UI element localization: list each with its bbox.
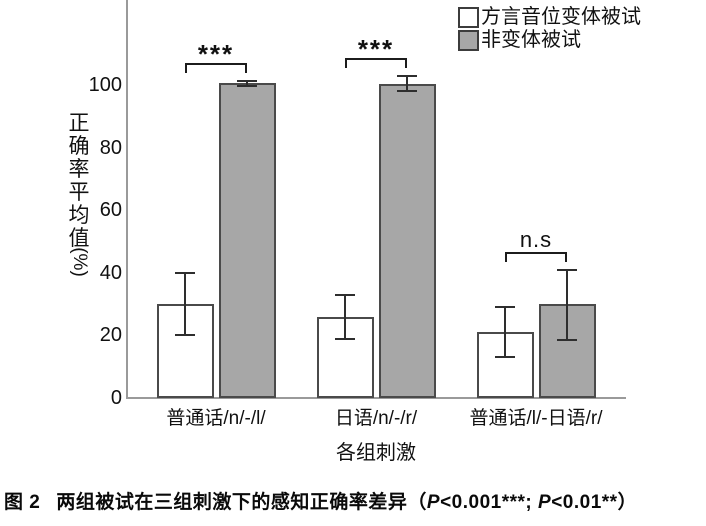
legend-label: 非变体被试 bbox=[481, 29, 581, 51]
legend-item: 方言音位变体被试 bbox=[458, 6, 641, 28]
error-bar-cap bbox=[237, 79, 257, 82]
significance-label: n.s bbox=[519, 226, 553, 252]
figure-caption: 图 2 两组被试在三组刺激下的感知正确率差异（P<0.001***; P<0.01… bbox=[4, 487, 704, 514]
x-category-label: 普通话/n/-/l/ bbox=[166, 408, 266, 429]
bar-nonvariant-group1 bbox=[218, 83, 276, 398]
error-bar-cap bbox=[557, 339, 577, 342]
error-bar-line bbox=[184, 272, 186, 336]
y-axis-title-char: 均 bbox=[68, 204, 90, 227]
x-category-label: 普通话/l/-日语/r/ bbox=[469, 408, 603, 429]
legend-item: 非变体被试 bbox=[458, 29, 641, 51]
x-axis-title: 各组刺激 bbox=[336, 442, 416, 464]
error-bar-cap bbox=[335, 337, 355, 340]
caption-p2-value: <0.01** bbox=[551, 492, 618, 513]
legend: 方言音位变体被试 非变体被试 bbox=[458, 6, 641, 52]
significance-bracket-tick bbox=[405, 57, 407, 68]
y-tick-label: 100 bbox=[88, 74, 122, 96]
caption-paren-open: （ bbox=[407, 492, 427, 513]
y-tick-label: 80 bbox=[99, 136, 122, 159]
error-bar-cap bbox=[335, 293, 355, 296]
bar-nonvariant-group2 bbox=[378, 84, 436, 398]
significance-label: *** bbox=[357, 33, 395, 64]
significance-bracket bbox=[185, 62, 247, 65]
significance-bracket-tick bbox=[245, 62, 247, 73]
significance-bracket-tick bbox=[185, 62, 187, 73]
error-bar-cap bbox=[397, 74, 417, 77]
significance-bracket bbox=[345, 57, 407, 60]
caption-p1-value: <0.001***; bbox=[440, 492, 539, 513]
legend-swatch-variant bbox=[458, 6, 479, 28]
error-bar-cap bbox=[397, 90, 417, 93]
chart-area: 正确率平均值 (%) 0 20 40 60 80 100 *** *** n.s 普通话/n/-… bbox=[64, 0, 641, 464]
y-axis-title-char: 值 bbox=[68, 227, 90, 250]
error-bar-line bbox=[246, 80, 248, 86]
y-tick-label: 40 bbox=[99, 261, 122, 284]
y-axis-line bbox=[126, 0, 128, 399]
y-axis-title: 正确率平均值 (%) bbox=[64, 112, 94, 297]
x-category-label: 日语/n/-/r/ bbox=[334, 408, 418, 429]
significance-bracket-tick bbox=[565, 251, 567, 262]
legend-label: 方言音位变体被试 bbox=[481, 6, 641, 28]
y-axis-title-char: 确 bbox=[68, 135, 90, 158]
y-tick-label: 0 bbox=[110, 387, 122, 409]
error-bar-cap bbox=[495, 306, 515, 309]
legend-swatch-nonvariant bbox=[458, 29, 479, 51]
error-bar-cap bbox=[495, 356, 515, 359]
y-tick-label: 60 bbox=[99, 199, 122, 222]
error-bar-cap bbox=[175, 271, 195, 274]
error-bar-cap bbox=[175, 334, 195, 337]
caption-title: 两组被试在三组刺激下的感知正确率差异 bbox=[56, 492, 408, 513]
significance-bracket bbox=[505, 251, 567, 254]
significance-bracket-tick bbox=[345, 57, 347, 68]
error-bar-line bbox=[504, 307, 506, 358]
caption-figure-number: 图 2 bbox=[4, 492, 41, 513]
error-bar-line bbox=[566, 269, 568, 341]
error-bar-line bbox=[406, 75, 408, 92]
error-bar-line bbox=[344, 294, 346, 339]
error-bar-cap bbox=[237, 84, 257, 87]
significance-label: *** bbox=[197, 38, 235, 69]
caption-paren-close: ） bbox=[617, 492, 638, 513]
error-bar-cap bbox=[557, 268, 577, 271]
y-axis-title-char: 平 bbox=[68, 181, 90, 204]
caption-p2-symbol: P bbox=[538, 492, 552, 513]
y-axis-title-char: 正 bbox=[68, 112, 90, 135]
x-axis-line bbox=[126, 397, 626, 399]
y-tick-label: 20 bbox=[99, 324, 122, 347]
caption-p1-symbol: P bbox=[426, 492, 441, 513]
significance-bracket-tick bbox=[505, 251, 507, 262]
y-axis-title-char: 率 bbox=[68, 158, 90, 181]
